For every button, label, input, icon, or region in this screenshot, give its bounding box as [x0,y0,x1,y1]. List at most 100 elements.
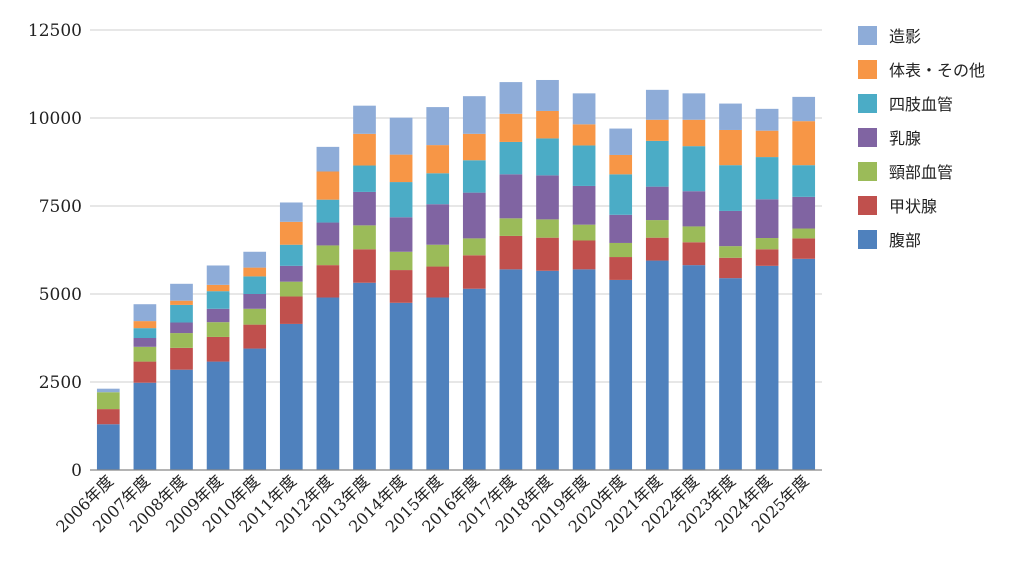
bar-segment [645,220,669,238]
bar-segment [279,323,303,470]
bar-segment [645,186,669,221]
legend-label: 頸部血管 [889,163,954,182]
bar-segment [682,242,706,266]
bar-segment [536,270,559,470]
bar-segment [682,119,706,147]
bar-segment [499,113,523,142]
bar-segment [389,302,413,470]
y-tick-label: 0 [71,461,82,481]
bar-segment [536,237,559,271]
bar-segment [426,297,450,470]
bar-segment [133,361,157,383]
legend-item: 造影 [858,18,985,52]
bar-segment [316,199,340,223]
bar-segment [792,96,816,122]
bar-segment [316,171,340,200]
bar-segment [316,265,340,298]
bar-segment [645,260,669,470]
bar-segment [719,246,742,258]
bar-segment [389,270,413,303]
bar-segment [96,424,120,470]
legend-label: 四肢血管 [889,95,954,114]
legend-label: 乳腺 [889,129,922,148]
bar-segment [499,269,523,470]
bar-segment [682,146,706,192]
bar-segment [645,237,669,261]
bar-segment [316,146,340,172]
y-tick-label: 7500 [39,197,82,217]
legend-item: 四肢血管 [858,86,985,120]
bar-segment [792,196,816,229]
bar-segment [133,382,157,470]
bar-segment [755,108,779,131]
bar-segment [243,308,267,325]
bar-segment [682,191,706,227]
bar-segment [243,267,267,277]
bar-segment [792,228,816,239]
bar-segment [170,283,193,301]
bar-segment [499,235,523,270]
bar-segment [206,265,230,285]
bar-segment [719,103,742,130]
bar-segment [572,145,596,186]
legend-swatch [858,161,877,181]
bar-segment [572,124,596,146]
bar-segment [316,222,340,246]
bar-segment [536,138,559,176]
bar-segment [389,217,413,252]
y-tick-label: 10000 [28,109,82,129]
bar-segment [426,266,450,298]
bar-segment [719,129,742,166]
bar-segment [389,154,413,183]
legend-label: 腹部 [889,231,922,250]
bar-segment [682,93,706,120]
bar-segment [609,128,633,155]
bar-segment [170,322,193,334]
bar-segment [206,336,230,362]
bar-segment [96,392,120,410]
bar-segment [572,224,596,241]
legend-item: 体表・その他 [858,52,985,86]
bar-segment [499,218,523,236]
bar-segment [719,210,742,247]
bar-segment [206,322,230,337]
bar-segment [353,249,376,283]
bar-segment [170,347,193,370]
legend-swatch [858,59,877,79]
bar-segment [609,257,633,280]
bar-segment [243,324,267,349]
bar-segment [206,291,230,309]
bar-segment [243,251,267,268]
chart-legend: 造影体表・その他四肢血管乳腺頸部血管甲状腺腹部 [858,18,985,256]
bar-segment [755,130,779,158]
bar-segment [462,192,486,239]
bar-segment [536,110,559,139]
bar-segment [645,89,669,120]
legend-swatch [858,229,877,249]
bar-segment [609,279,633,470]
bar-segment [353,191,376,226]
bar-segment [426,145,450,174]
legend-item: 甲状腺 [858,188,985,222]
bar-segment [353,133,376,166]
bar-segment [353,165,376,192]
bar-segment [755,249,779,266]
bar-segment [96,409,120,425]
bar-segment [462,288,486,470]
y-tick-label: 5000 [39,285,82,305]
bar-segment [170,300,193,305]
legend-label: 造影 [889,27,922,46]
bar-segment [170,304,193,323]
bar-segment [426,173,450,205]
bar-segment [682,226,706,243]
bar-segment [96,388,120,393]
bar-segment [243,276,267,294]
bar-segment [499,82,523,114]
bar-segment [389,251,413,271]
bar-segment [279,281,303,297]
y-tick-label: 2500 [39,373,82,393]
bar-segment [426,107,450,146]
bar-segment [645,140,669,187]
bar-segment [572,93,596,125]
